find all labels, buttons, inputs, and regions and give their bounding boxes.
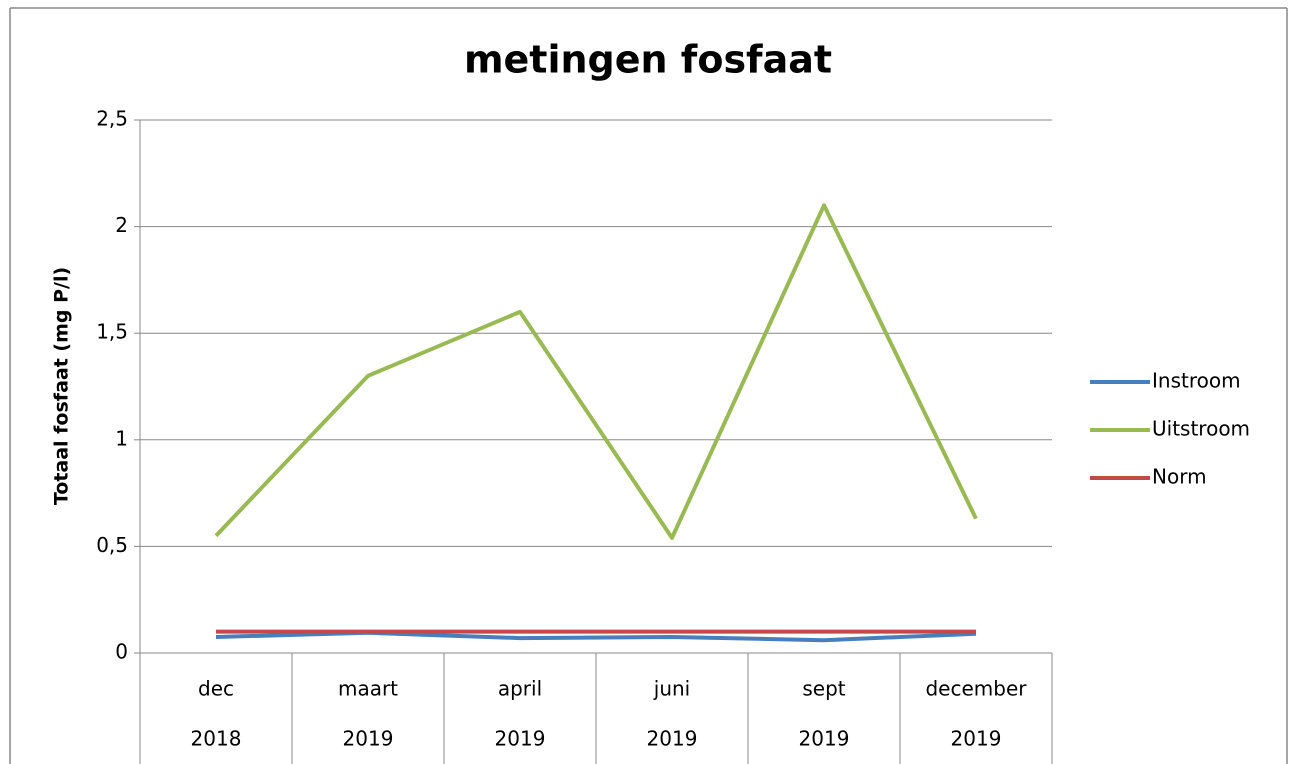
x-group-label: 2019 [647,727,698,751]
chart-title: metingen fosfaat [464,38,832,82]
series-line [215,630,977,643]
y-tick-label: 1,5 [96,320,128,344]
x-tick-label: maart [338,677,398,701]
series-line [214,203,978,540]
y-tick-label: 1 [115,426,128,450]
x-tick-label: dec [198,677,234,701]
x-group-label: 2019 [799,727,850,751]
legend-label: Uitstroom [1152,417,1250,441]
x-group-label: 2018 [191,727,242,751]
y-tick-label: 2,5 [96,107,128,131]
x-tick-label: sept [802,677,845,701]
x-group-label: 2019 [951,727,1002,751]
y-axis-title: Totaal fosfaat (mg P/l) [51,267,73,505]
y-tick-label: 2 [115,213,128,237]
y-tick-label: 0,5 [96,533,128,557]
x-tick-label: april [498,677,542,701]
y-tick-label: 0 [115,640,128,664]
x-group-label: 2019 [495,727,546,751]
x-tick-label: december [925,677,1027,701]
legend-label: Instroom [1152,369,1241,393]
x-tick-label: juni [653,677,690,701]
legend-label: Norm [1152,465,1207,489]
x-group-label: 2019 [343,727,394,751]
